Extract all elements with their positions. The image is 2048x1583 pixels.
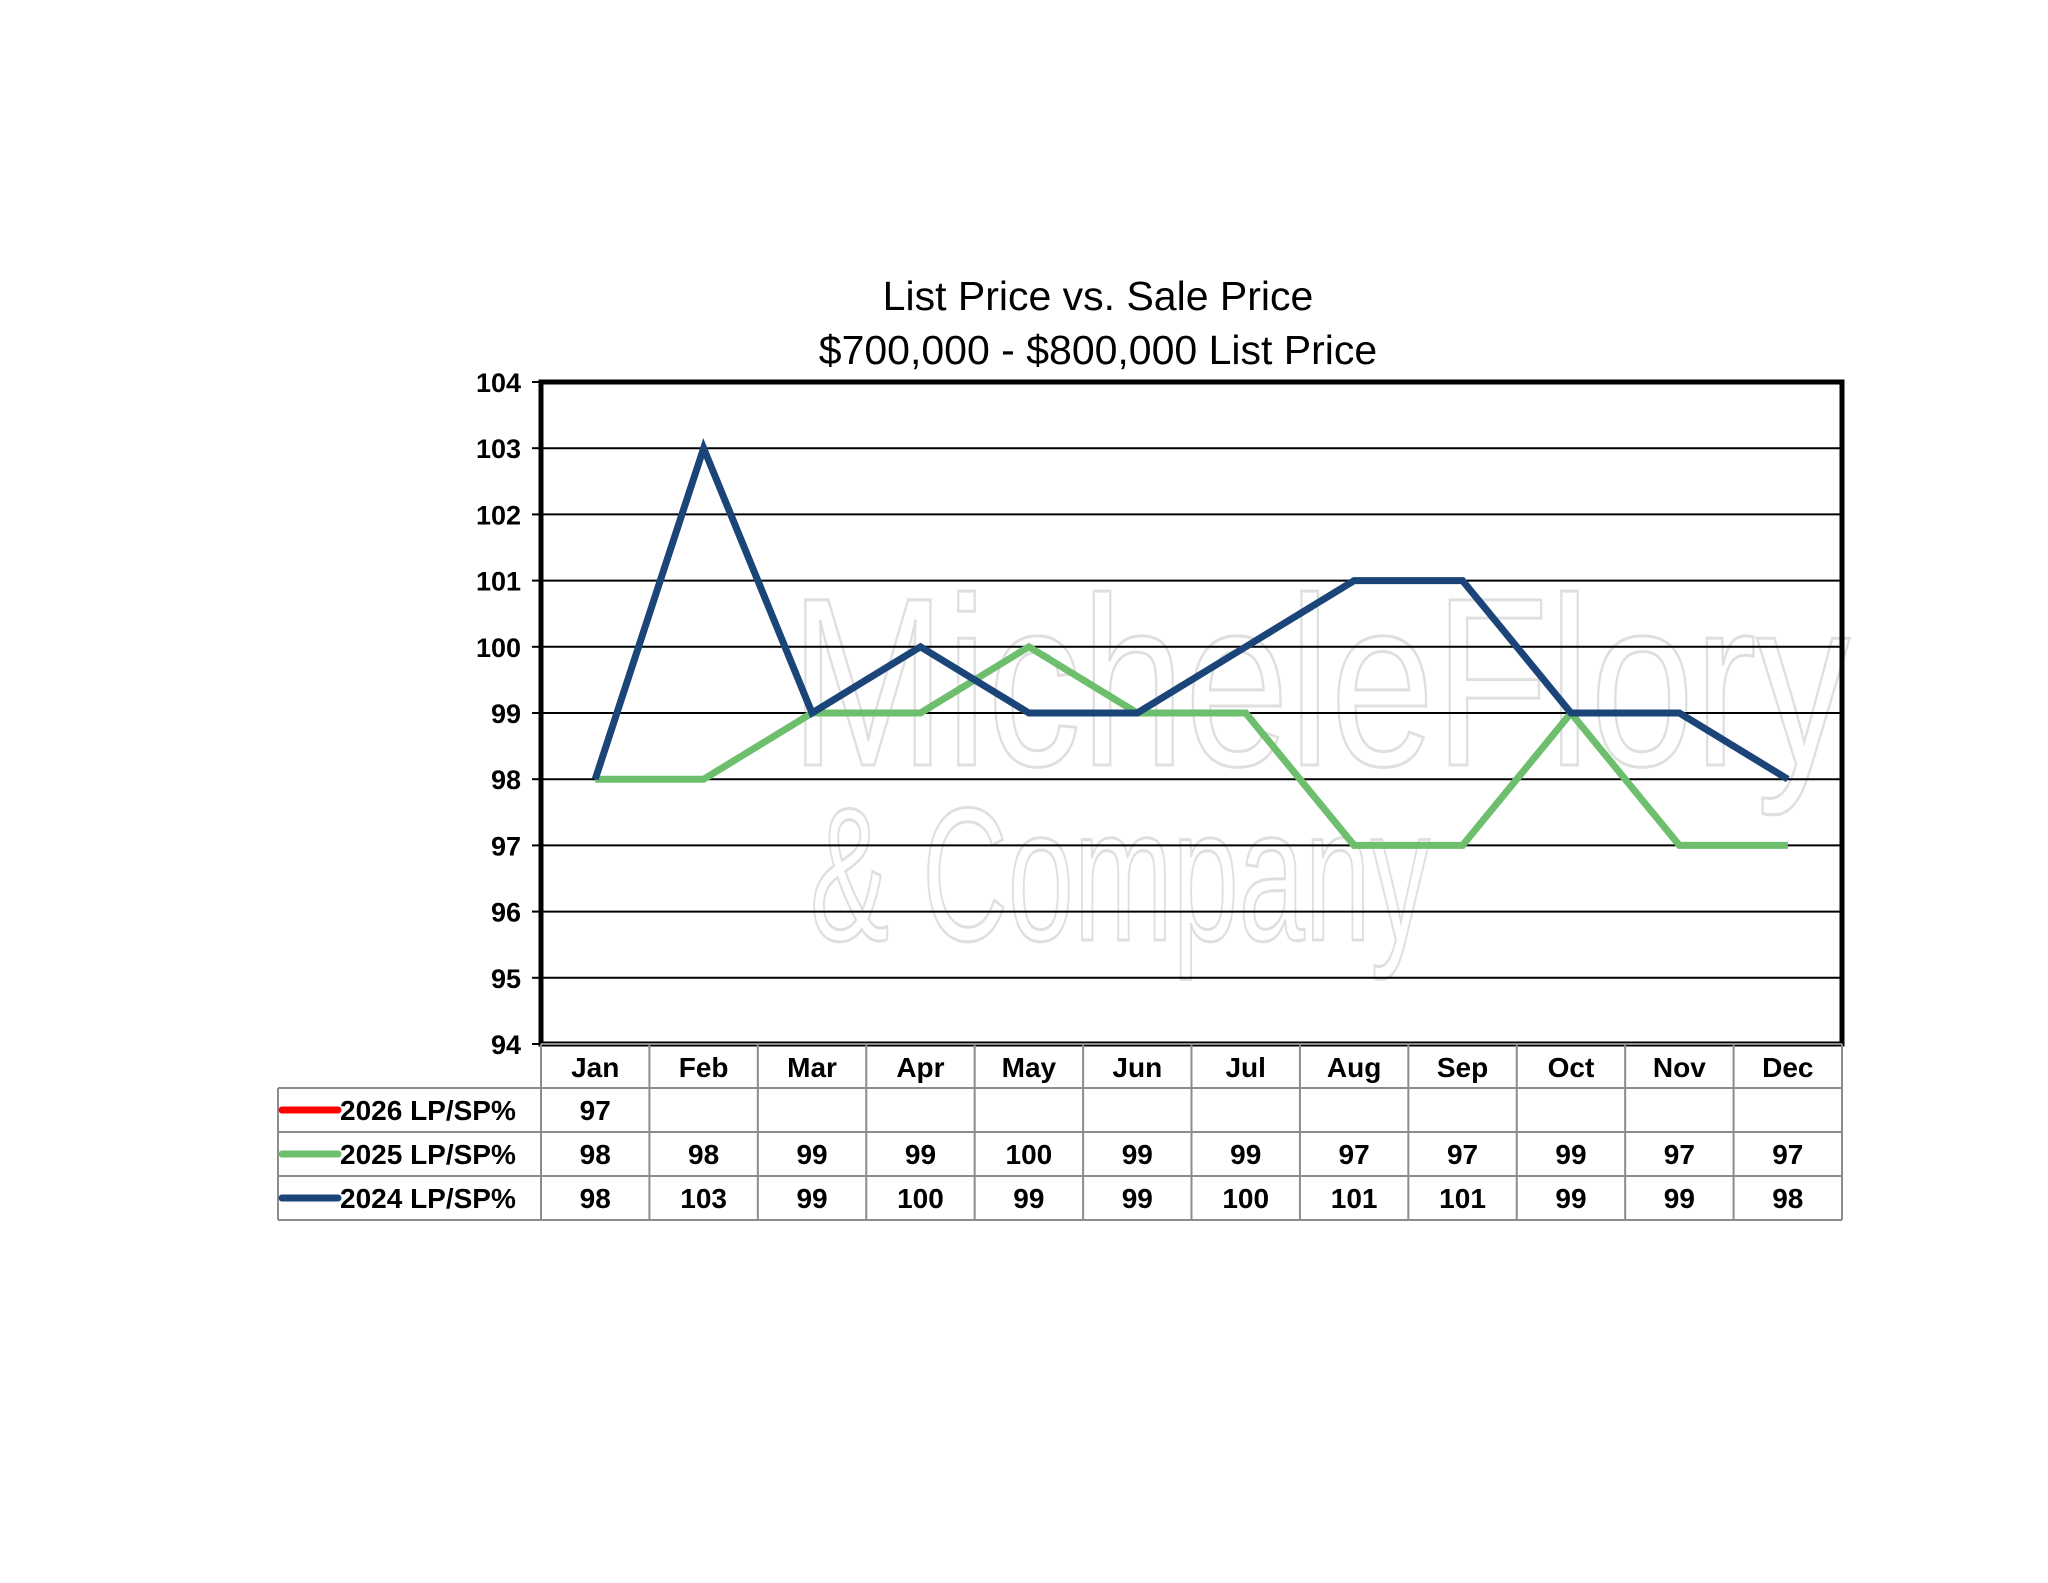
- data-label: 99: [1013, 1183, 1044, 1214]
- y-tick-label: 103: [476, 434, 521, 464]
- data-label: 99: [796, 1183, 827, 1214]
- data-label: 99: [905, 1139, 936, 1170]
- data-label: 98: [580, 1183, 611, 1214]
- data-label: 101: [1439, 1183, 1486, 1214]
- data-label: 97: [1664, 1139, 1695, 1170]
- gridlines: [541, 447, 1842, 979]
- legend-label: 2025 LP/SP%: [340, 1139, 516, 1170]
- x-tick-label: Jul: [1225, 1052, 1265, 1083]
- legend-label: 2026 LP/SP%: [340, 1095, 516, 1126]
- y-tick-label: 99: [491, 699, 521, 729]
- x-tick-label: Mar: [787, 1052, 837, 1083]
- data-label: 97: [1772, 1139, 1803, 1170]
- data-label: 100: [897, 1183, 944, 1214]
- x-tick-label: Jun: [1112, 1052, 1162, 1083]
- x-tick-label: Feb: [679, 1052, 729, 1083]
- x-tick-label: Dec: [1762, 1052, 1813, 1083]
- data-label: 97: [580, 1095, 611, 1126]
- legend-label: 2024 LP/SP%: [340, 1183, 516, 1214]
- y-tick-label: 97: [491, 831, 521, 861]
- data-label: 103: [680, 1183, 727, 1214]
- y-tick-label: 95: [491, 964, 521, 994]
- x-tick-label: Sep: [1437, 1052, 1488, 1083]
- data-label: 98: [1772, 1183, 1803, 1214]
- data-label: 97: [1447, 1139, 1478, 1170]
- y-tick-label: 96: [491, 898, 521, 928]
- y-tick-label: 98: [491, 765, 521, 795]
- data-label: 99: [1122, 1139, 1153, 1170]
- watermark-line-2: & Company: [810, 769, 1430, 981]
- data-label: 99: [1555, 1183, 1586, 1214]
- x-tick-label: Aug: [1327, 1052, 1381, 1083]
- y-tick-label: 101: [476, 567, 521, 597]
- data-label: 99: [1230, 1139, 1261, 1170]
- data-label: 101: [1331, 1183, 1378, 1214]
- x-tick-label: Oct: [1548, 1052, 1595, 1083]
- data-table: Jan Feb Mar Apr May Jun Jul Aug Sep Oct Nov Dec 2026…: [277, 1043, 1843, 1221]
- data-label: 99: [1122, 1183, 1153, 1214]
- x-tick-label: Apr: [896, 1052, 944, 1083]
- y-tick-label: 104: [476, 368, 521, 398]
- data-label: 98: [688, 1139, 719, 1170]
- data-label: 100: [1222, 1183, 1269, 1214]
- data-label: 97: [1339, 1139, 1370, 1170]
- chart-subtitle: $700,000 - $800,000 List Price: [819, 327, 1377, 373]
- x-tick-label: Nov: [1653, 1052, 1706, 1083]
- data-label: 100: [1006, 1139, 1053, 1170]
- y-axis: 94 95 96 97 98 99 100 101 102 103 104: [476, 368, 541, 1060]
- y-tick-label: 100: [476, 633, 521, 663]
- y-tick-label: 94: [491, 1030, 521, 1060]
- data-label: 99: [796, 1139, 827, 1170]
- series-lines: [591, 438, 1790, 849]
- watermark-logo: MicheleFlory & Company: [789, 547, 1852, 983]
- series-line-2: [591, 438, 1790, 783]
- x-tick-label: Jan: [571, 1052, 619, 1083]
- series-line-1: [595, 642, 1788, 849]
- data-label: 98: [580, 1139, 611, 1170]
- data-label: 99: [1664, 1183, 1695, 1214]
- x-tick-label: May: [1002, 1052, 1057, 1083]
- y-tick-label: 102: [476, 500, 521, 530]
- data-label: 99: [1555, 1139, 1586, 1170]
- chart-title: List Price vs. Sale Price: [883, 273, 1314, 319]
